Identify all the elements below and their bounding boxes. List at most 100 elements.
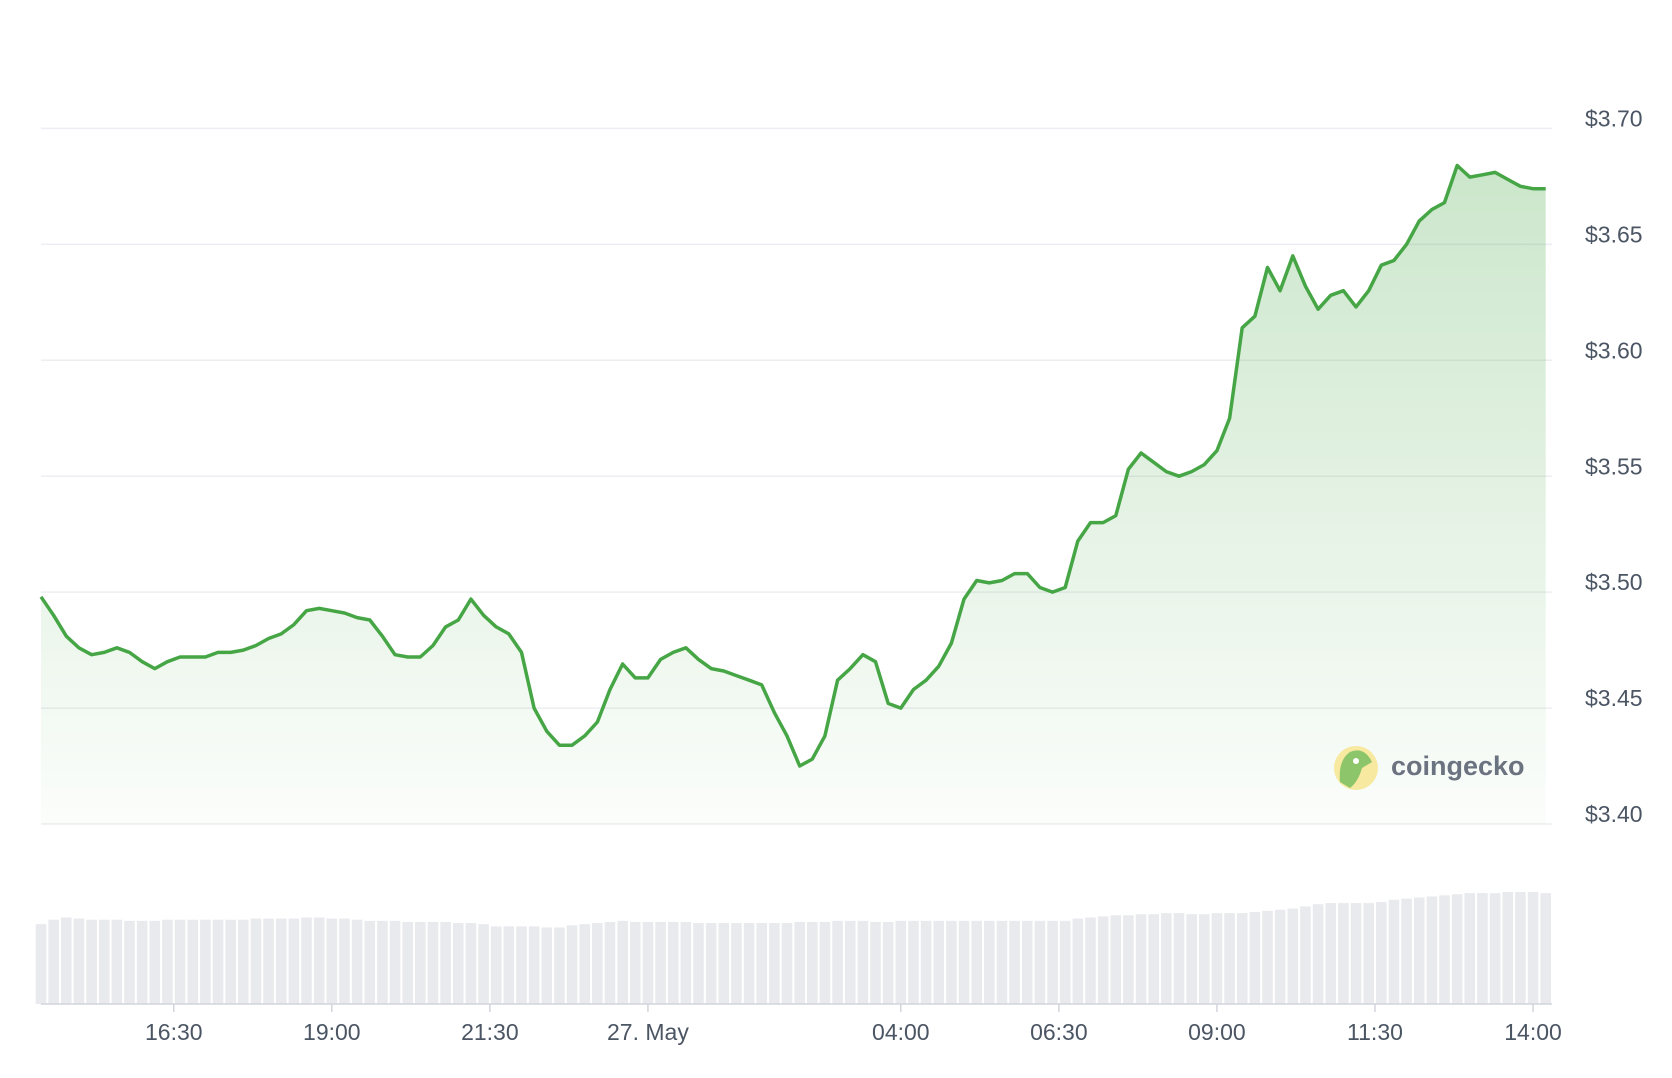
- volume-bar: [832, 920, 843, 1004]
- volume-bar: [490, 926, 502, 1004]
- volume-bar: [629, 921, 641, 1004]
- y-tick-label: $3.70: [1585, 105, 1643, 131]
- volume-bar: [402, 921, 413, 1004]
- volume-bar: [73, 918, 85, 1004]
- volume-bar: [1451, 894, 1463, 1004]
- volume-bar: [1515, 892, 1526, 1004]
- area-fill: [41, 165, 1546, 824]
- volume-bar: [225, 919, 236, 1004]
- volume-bar: [1363, 903, 1374, 1004]
- volume-bar: [1135, 914, 1147, 1004]
- volume-bar: [60, 917, 72, 1004]
- volume-bar: [1376, 901, 1387, 1004]
- volume-bar: [857, 920, 869, 1004]
- volume-bar: [1477, 893, 1488, 1004]
- volume-bar: [427, 921, 439, 1004]
- volume-bar: [1249, 911, 1261, 1004]
- volume-bar: [275, 918, 287, 1004]
- volume-bar: [1110, 915, 1122, 1004]
- volume-bar: [339, 918, 350, 1004]
- volume-bar: [844, 920, 856, 1004]
- volume-bar: [882, 921, 894, 1004]
- volume-bar: [870, 921, 881, 1004]
- watermark-logo: [1334, 746, 1378, 790]
- x-tick-label: 04:00: [872, 1019, 930, 1045]
- volume-bar: [933, 920, 945, 1004]
- volume-bar: [263, 918, 274, 1004]
- volume-bar: [554, 927, 565, 1004]
- volume-bar: [98, 919, 110, 1004]
- volume-bar: [996, 920, 1008, 1004]
- volume-bar: [566, 925, 578, 1004]
- y-tick-label: $3.40: [1585, 801, 1643, 827]
- volume-bar: [1047, 920, 1058, 1004]
- y-tick-label: $3.65: [1585, 221, 1643, 247]
- volume-bar: [1439, 895, 1450, 1004]
- volume-bar: [1274, 909, 1286, 1004]
- volume-bar: [667, 921, 679, 1004]
- volume-bar: [617, 920, 628, 1004]
- volume-bar: [48, 919, 59, 1004]
- volume-bar: [1009, 920, 1020, 1004]
- volume-bar: [1224, 913, 1235, 1004]
- volume-bar: [465, 923, 477, 1004]
- volume-bar: [592, 923, 603, 1004]
- volume-bar: [1527, 892, 1539, 1004]
- volume-bar: [1388, 899, 1400, 1004]
- volume-bar: [503, 926, 515, 1004]
- price-line: [39, 163, 1546, 768]
- volume-bar: [452, 923, 464, 1004]
- volume-bar: [1300, 906, 1311, 1004]
- volume-bar: [946, 920, 957, 1004]
- volume-bar: [149, 920, 161, 1004]
- x-tick-label: 14:00: [1504, 1019, 1562, 1045]
- y-tick-label: $3.50: [1585, 569, 1643, 595]
- volume-bar: [212, 919, 224, 1004]
- volume-bar: [1021, 920, 1033, 1004]
- volume-bar: [1489, 893, 1501, 1004]
- volume-bar: [1034, 920, 1046, 1004]
- volume-bar: [124, 920, 135, 1004]
- volume-bar: [920, 920, 932, 1004]
- volume-bar: [1097, 916, 1109, 1004]
- volume-bar: [642, 921, 654, 1004]
- volume-bar: [781, 923, 793, 1004]
- volume-bar: [731, 923, 742, 1004]
- volume-bar: [516, 926, 527, 1004]
- x-tick-label: 06:30: [1030, 1019, 1088, 1045]
- volume-bar: [1211, 913, 1223, 1004]
- volume-bar: [693, 923, 704, 1004]
- volume-bar: [1059, 920, 1071, 1004]
- volume-bar: [756, 923, 768, 1004]
- volume-bar: [1287, 908, 1299, 1004]
- y-tick-label: $3.60: [1585, 337, 1643, 363]
- volume-bar: [1198, 914, 1210, 1004]
- volume-bar: [655, 921, 666, 1004]
- volume-bar: [364, 920, 376, 1004]
- volume-bar: [478, 924, 489, 1004]
- volume-bar: [807, 921, 818, 1004]
- volume-bar: [288, 918, 300, 1004]
- volume-bar: [1161, 913, 1172, 1004]
- volume-bar: [35, 924, 47, 1004]
- volume-bar: [718, 923, 730, 1004]
- volume-bar: [1173, 913, 1185, 1004]
- watermark-text: coingecko: [1391, 751, 1525, 781]
- volume-bar: [1262, 910, 1273, 1004]
- x-tick-label: 09:00: [1188, 1019, 1246, 1045]
- volume-bar: [541, 927, 553, 1004]
- volume-bar: [250, 918, 262, 1004]
- volume-bar: [174, 919, 186, 1004]
- volume-bar: [1123, 915, 1134, 1004]
- volume-bar: [187, 919, 199, 1004]
- volume-bar: [1502, 892, 1514, 1004]
- x-tick-label: 21:30: [461, 1019, 519, 1045]
- volume-bar: [528, 926, 540, 1004]
- volume-bar: [86, 919, 97, 1004]
- volume-bar: [895, 920, 907, 1004]
- volume-bar: [1426, 896, 1438, 1004]
- volume-bar: [1325, 903, 1337, 1004]
- y-tick-label: $3.45: [1585, 685, 1643, 711]
